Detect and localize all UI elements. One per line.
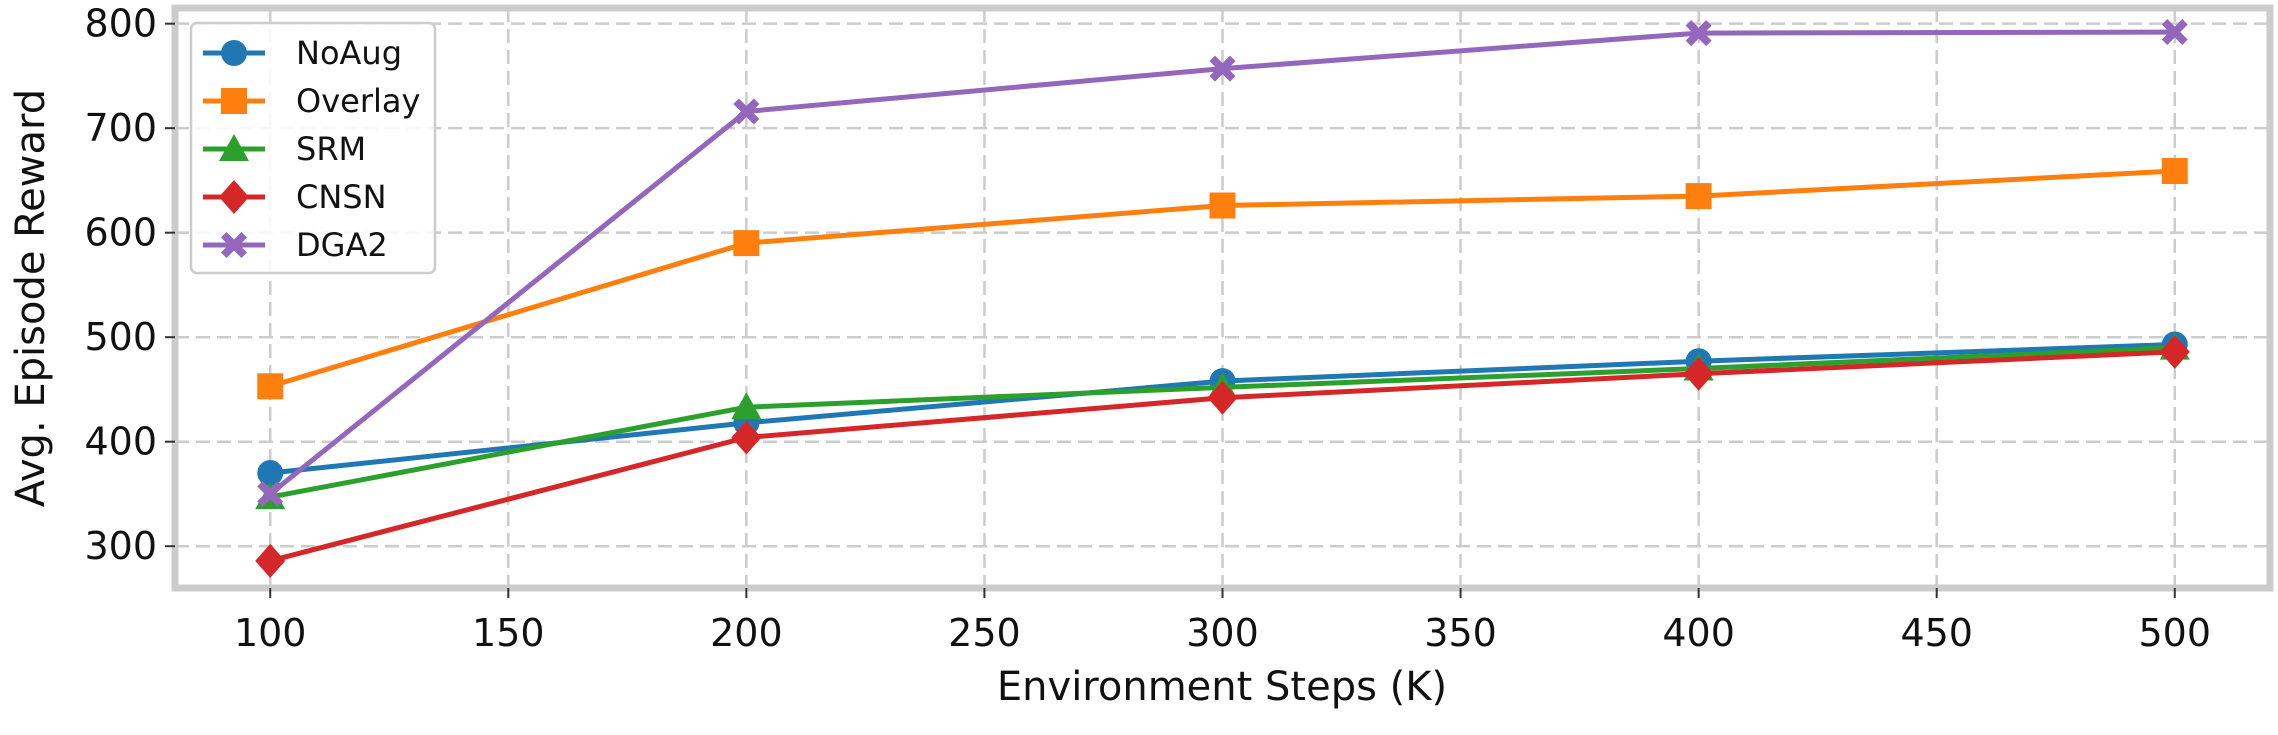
x-tick-label: 500 <box>2139 611 2212 655</box>
data-point-dga2 <box>1685 20 1712 47</box>
series-cnsn <box>255 334 2190 578</box>
data-point-dga2 <box>733 98 760 125</box>
grid <box>175 8 2270 588</box>
data-point-srm <box>731 392 762 420</box>
series-layer <box>255 19 2190 578</box>
legend-marker-dga2 <box>221 232 247 258</box>
x-axis-ticks: 100 150 200 250 300 350 400 450 500 <box>234 588 2211 655</box>
data-point-dga2 <box>257 480 284 507</box>
y-tick-label: 400 <box>84 420 157 464</box>
legend-marker-overlay <box>221 88 247 114</box>
x-tick-label: 250 <box>948 611 1021 655</box>
y-axis-ticks: 300 400 500 600 700 800 <box>84 2 175 568</box>
data-point-cnsn <box>731 420 762 455</box>
x-axis-label: Environment Steps (K) <box>997 664 1447 710</box>
x-tick-label: 400 <box>1662 611 1735 655</box>
legend-item-cnsn: CNSN <box>203 178 387 216</box>
y-tick-label: 700 <box>84 106 157 150</box>
data-point-cnsn <box>2159 334 2190 369</box>
data-point-cnsn <box>1207 380 1238 415</box>
data-point-overlay <box>2161 158 2188 185</box>
data-point-overlay <box>1209 192 1236 219</box>
legend-marker-srm <box>219 134 249 161</box>
y-tick-label: 300 <box>84 524 157 568</box>
data-point-dga2 <box>2161 19 2188 46</box>
data-point-cnsn <box>255 543 286 578</box>
x-tick-label: 350 <box>1424 611 1497 655</box>
series-dga2 <box>257 19 2188 507</box>
legend-label-srm: SRM <box>296 130 366 168</box>
y-axis-label: Avg. Episode Reward <box>8 89 54 507</box>
data-point-overlay <box>733 230 760 257</box>
x-tick-label: 450 <box>1900 611 1973 655</box>
data-point-dga2 <box>1209 55 1236 82</box>
data-point-overlay <box>257 373 284 400</box>
x-tick-label: 150 <box>472 611 545 655</box>
y-tick-label: 600 <box>84 211 157 255</box>
data-point-overlay <box>1685 183 1712 210</box>
legend-label-cnsn: CNSN <box>296 178 387 216</box>
legend-box <box>189 21 437 275</box>
x-tick-label: 200 <box>710 611 783 655</box>
legend-item-overlay: Overlay <box>203 82 420 120</box>
y-tick-label: 800 <box>84 2 157 46</box>
legend-marker-cnsn <box>219 180 249 214</box>
series-overlay <box>257 158 2188 400</box>
legend: NoAug Overlay SRM CNSN DGA2 <box>189 21 437 275</box>
legend-marker-noaug <box>221 40 247 66</box>
legend-item-noaug: NoAug <box>203 34 402 72</box>
legend-item-srm: SRM <box>203 130 366 168</box>
legend-label-dga2: DGA2 <box>296 226 388 264</box>
x-tick-label: 300 <box>1186 611 1259 655</box>
data-point-noaug <box>257 460 284 487</box>
data-point-cnsn <box>1683 356 1714 391</box>
y-tick-label: 500 <box>84 315 157 359</box>
legend-label-noaug: NoAug <box>296 34 402 72</box>
x-tick-label: 100 <box>234 611 307 655</box>
legend-item-dga2: DGA2 <box>203 226 388 264</box>
legend-label-overlay: Overlay <box>296 82 420 120</box>
